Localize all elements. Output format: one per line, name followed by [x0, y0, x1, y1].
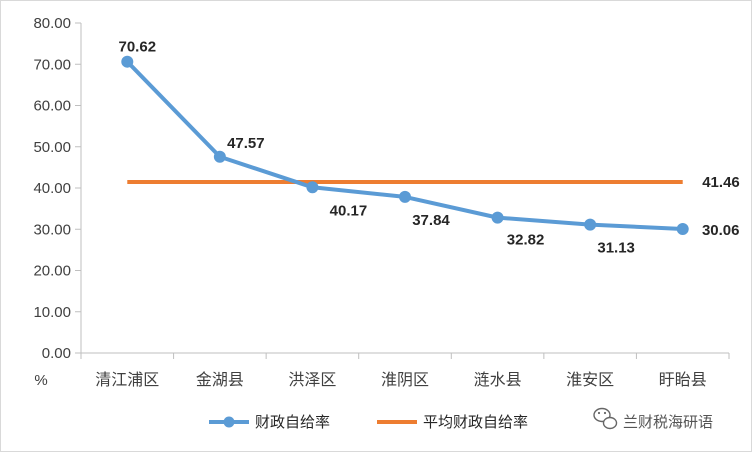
data-labels-layer: 41.46 70.62 47.57 40.17 37.84 32.82 31.13 30.06 [119, 39, 740, 257]
x-tick-label: 淮安区 [566, 370, 614, 389]
data-label: 47.57 [227, 135, 265, 152]
y-tick-label: 30.00 [33, 221, 71, 238]
y-tick-label: 10.00 [33, 304, 71, 321]
y-axis-label: % [34, 372, 47, 389]
data-point [121, 55, 134, 68]
data-label: 31.13 [597, 240, 635, 257]
data-point [306, 181, 319, 194]
wechat-bubble-large [593, 407, 611, 423]
x-tick-label: 涟水县 [474, 370, 522, 389]
x-tick-label: 清江浦区 [95, 370, 159, 389]
data-label: 70.62 [119, 39, 157, 56]
y-tick-label: 70.00 [33, 56, 71, 73]
data-point [399, 190, 411, 203]
y-tick-label: 20.00 [33, 263, 71, 280]
watermark-text: 兰财税海研语 [623, 413, 713, 431]
data-label: 37.84 [412, 212, 450, 229]
wechat-bubble-small [602, 416, 618, 430]
data-label: 40.17 [330, 202, 368, 219]
series-layer [121, 55, 689, 236]
y-tick-label: 40.00 [33, 180, 71, 197]
y-tick-label: 60.00 [33, 98, 71, 115]
average-line-label: 41.46 [702, 174, 740, 191]
wechat-eye [603, 411, 607, 415]
x-tick-label: 盱眙县 [659, 370, 707, 389]
y-tick-label: 80.00 [33, 15, 71, 32]
legend-label: 财政自给率 [255, 413, 330, 431]
y-tick-label: 50.00 [33, 139, 71, 156]
axes: 0.00 10.00 20.00 30.00 40.00 50.00 60.00 70.00 8… [33, 15, 730, 389]
data-label: 30.06 [702, 222, 740, 239]
data-point [491, 211, 504, 224]
wechat-eye [597, 411, 601, 415]
legend-label: 平均财政自给率 [423, 413, 528, 431]
x-tick-label: 金湖县 [196, 370, 244, 389]
data-point [213, 150, 226, 163]
x-tick-label: 淮阴区 [381, 370, 429, 389]
y-tick-label: 0.00 [42, 345, 71, 362]
data-label: 32.82 [507, 232, 545, 249]
data-point [676, 223, 689, 236]
legend: 财政自给率 平均财政自给率 [209, 413, 528, 431]
x-tick-label: 洪泽区 [288, 370, 336, 389]
legend-marker [223, 416, 235, 428]
data-point [584, 218, 597, 231]
series-line-fiscal-self-sufficiency [125, 60, 683, 232]
watermark: 兰财税海研语 [593, 407, 713, 431]
wechat-icon [593, 407, 618, 430]
